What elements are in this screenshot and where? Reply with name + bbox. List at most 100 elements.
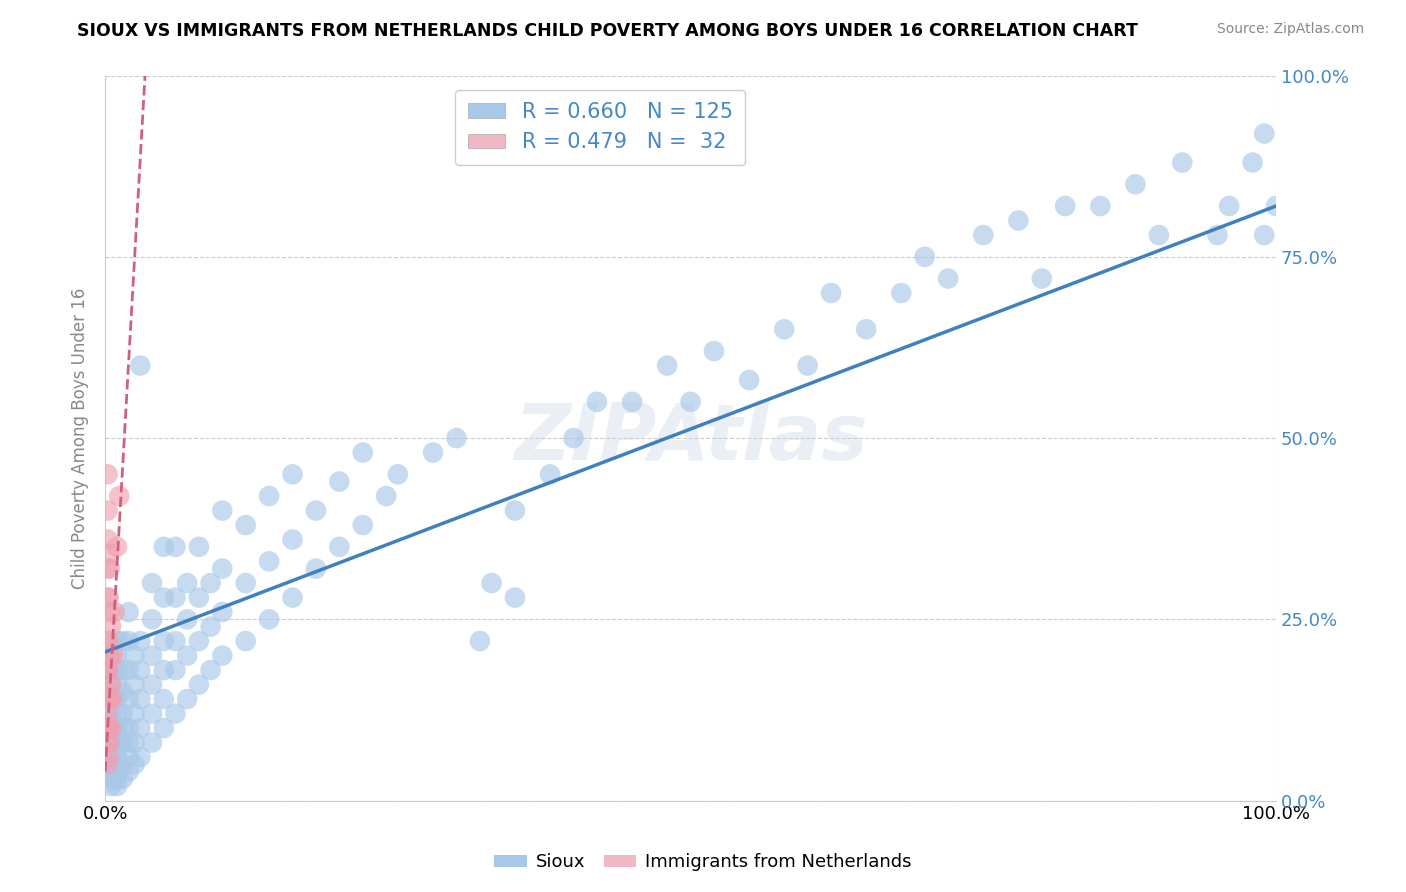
Point — [111, 685, 134, 699]
Point — [562, 431, 585, 445]
Point — [98, 648, 121, 663]
Point — [165, 540, 187, 554]
Point — [129, 663, 152, 677]
Point — [187, 634, 209, 648]
Point — [129, 750, 152, 764]
Point — [586, 394, 609, 409]
Point — [481, 576, 503, 591]
Point — [1241, 155, 1264, 169]
Point — [96, 736, 118, 750]
Point — [105, 663, 128, 677]
Point — [1253, 127, 1275, 141]
Point — [176, 612, 198, 626]
Point — [101, 692, 124, 706]
Point — [503, 591, 526, 605]
Point — [105, 764, 128, 779]
Point — [129, 359, 152, 373]
Point — [1007, 213, 1029, 227]
Point — [117, 750, 139, 764]
Point — [141, 677, 163, 691]
Point — [100, 728, 122, 742]
Point — [1054, 199, 1077, 213]
Point — [129, 721, 152, 735]
Point — [281, 467, 304, 482]
Point — [1031, 271, 1053, 285]
Point — [124, 648, 146, 663]
Point — [281, 533, 304, 547]
Point — [257, 612, 280, 626]
Point — [100, 757, 122, 772]
Point — [97, 663, 120, 677]
Point — [98, 605, 121, 619]
Point — [105, 677, 128, 691]
Point — [281, 591, 304, 605]
Point — [165, 591, 187, 605]
Point — [100, 743, 122, 757]
Point — [105, 736, 128, 750]
Text: ZIPAtlas: ZIPAtlas — [513, 401, 868, 476]
Point — [100, 706, 122, 721]
Point — [936, 271, 959, 285]
Point — [105, 721, 128, 735]
Point — [96, 634, 118, 648]
Point — [103, 648, 125, 663]
Point — [100, 619, 122, 633]
Point — [796, 359, 818, 373]
Point — [100, 677, 122, 691]
Point — [257, 554, 280, 568]
Point — [105, 540, 128, 554]
Point — [855, 322, 877, 336]
Point — [152, 540, 174, 554]
Y-axis label: Child Poverty Among Boys Under 16: Child Poverty Among Boys Under 16 — [72, 287, 89, 589]
Point — [152, 692, 174, 706]
Point — [165, 706, 187, 721]
Point — [100, 736, 122, 750]
Point — [105, 779, 128, 793]
Point — [703, 344, 725, 359]
Point — [129, 634, 152, 648]
Point — [1253, 227, 1275, 242]
Point — [96, 467, 118, 482]
Point — [96, 663, 118, 677]
Point — [972, 227, 994, 242]
Point — [538, 467, 561, 482]
Point — [176, 576, 198, 591]
Point — [257, 489, 280, 503]
Point — [97, 692, 120, 706]
Point — [96, 685, 118, 699]
Point — [100, 721, 122, 735]
Point — [105, 772, 128, 786]
Point — [468, 634, 491, 648]
Point — [352, 445, 374, 459]
Point — [165, 634, 187, 648]
Point — [211, 648, 233, 663]
Point — [820, 286, 842, 301]
Point — [773, 322, 796, 336]
Point — [235, 518, 257, 533]
Point — [97, 750, 120, 764]
Point — [100, 764, 122, 779]
Point — [100, 663, 122, 677]
Point — [200, 663, 222, 677]
Point — [96, 591, 118, 605]
Point — [111, 634, 134, 648]
Point — [105, 706, 128, 721]
Point — [1265, 199, 1288, 213]
Point — [100, 750, 122, 764]
Point — [111, 736, 134, 750]
Point — [105, 692, 128, 706]
Point — [211, 561, 233, 575]
Point — [100, 677, 122, 691]
Point — [105, 634, 128, 648]
Point — [235, 634, 257, 648]
Point — [117, 764, 139, 779]
Point — [305, 503, 328, 517]
Point — [124, 706, 146, 721]
Point — [446, 431, 468, 445]
Point — [97, 634, 120, 648]
Point — [98, 692, 121, 706]
Point — [165, 663, 187, 677]
Point — [352, 518, 374, 533]
Point — [387, 467, 409, 482]
Point — [914, 250, 936, 264]
